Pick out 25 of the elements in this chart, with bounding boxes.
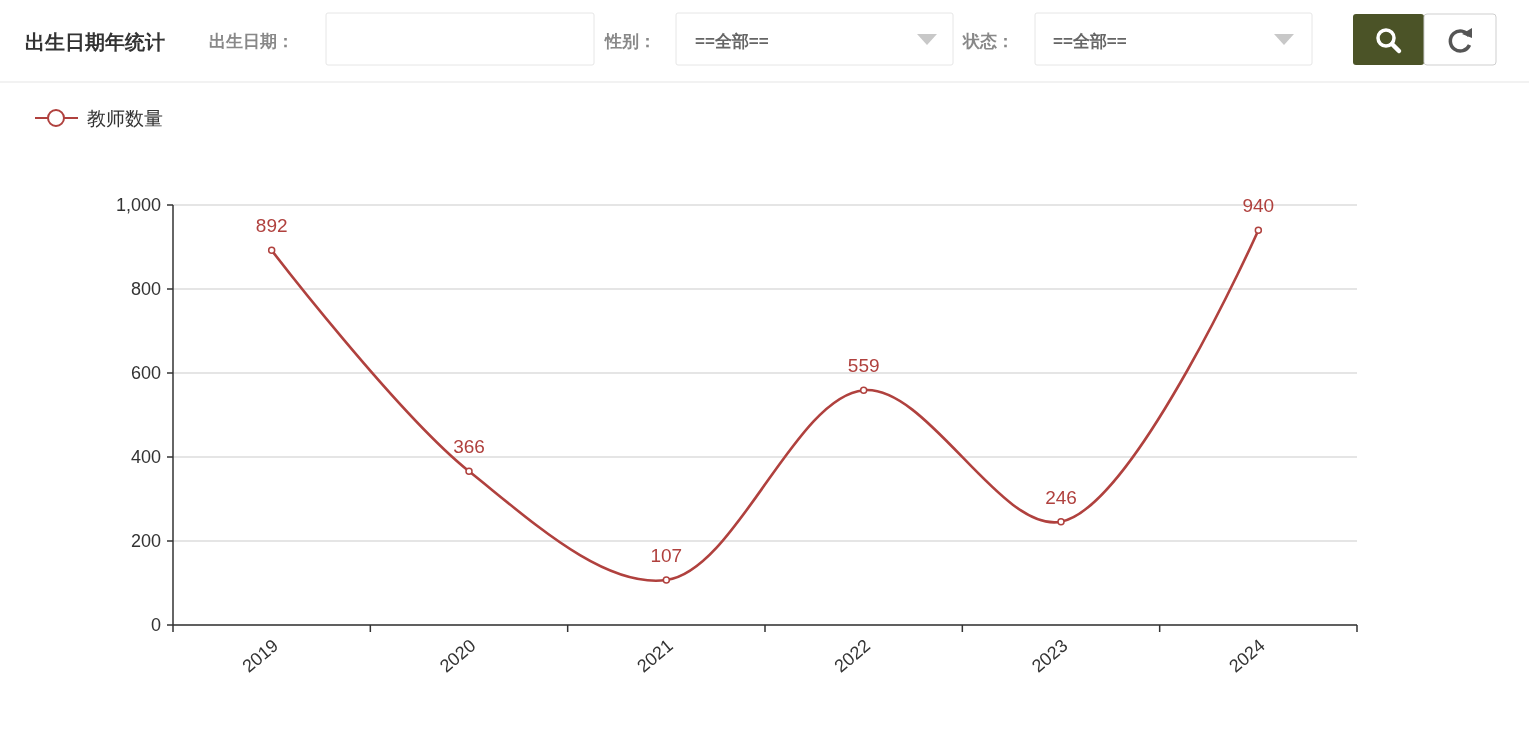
point [1254, 226, 1263, 234]
data-label: 940 [1242, 195, 1275, 217]
data-label: 246 [1045, 486, 1077, 508]
data-label: 892 [255, 215, 288, 237]
y-tick-label: 0 [150, 615, 161, 635]
point [662, 576, 671, 584]
y-tick-label: 200 [130, 531, 161, 551]
text: 出生日期： [209, 31, 294, 51]
chart-title: 出生日期年统计 [25, 31, 165, 53]
dropdown-field: ==全部== [1034, 12, 1313, 66]
data-label: 366 [453, 436, 485, 458]
dropdown-field: ==全部== [675, 12, 954, 66]
point [465, 467, 473, 476]
data-label: 107 [650, 545, 683, 567]
text: 状态： [962, 31, 1014, 51]
point [859, 386, 868, 394]
point [267, 246, 276, 255]
y-tick-label: 400 [130, 447, 161, 467]
y-tick-label: 600 [130, 363, 161, 383]
text: 性别： [604, 31, 656, 51]
y-tick-label: 800 [130, 279, 161, 299]
y-tick-label: 1,000 [115, 195, 161, 215]
legend-label: 教师数量 [87, 107, 163, 129]
point [1057, 517, 1065, 526]
data-label: 559 [847, 355, 880, 377]
